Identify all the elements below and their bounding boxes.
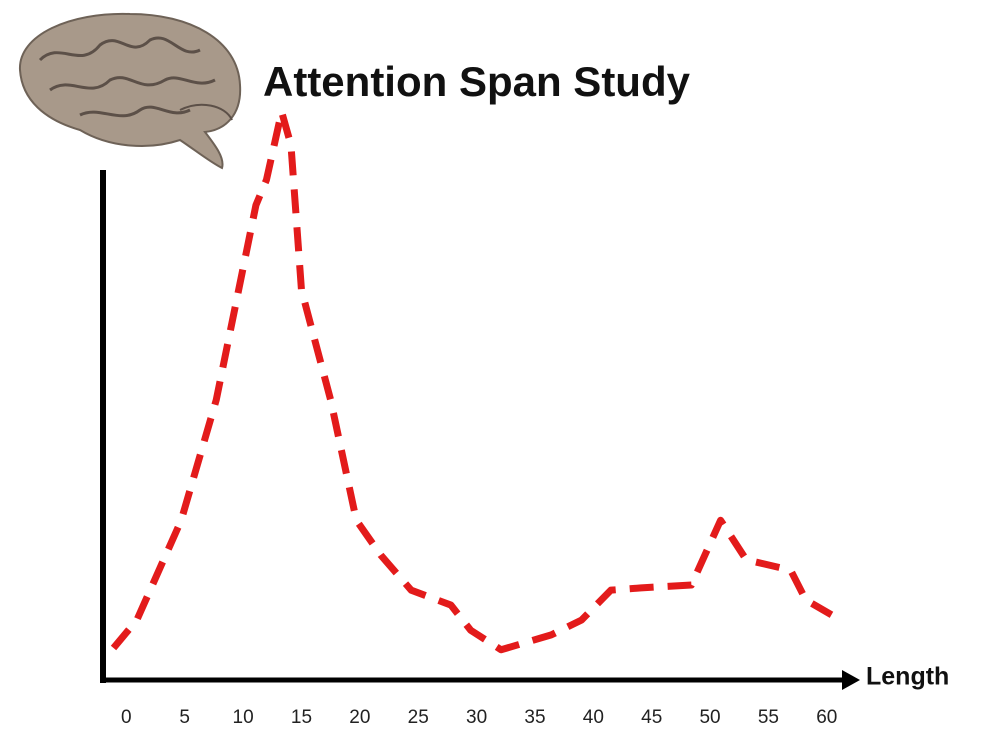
x-axis-label: Length xyxy=(866,663,949,691)
chart: Attention Span Study Length 0 5 10 15 20 25 30… xyxy=(0,0,990,737)
x-tick-label: 15 xyxy=(291,707,312,728)
x-tick-label: 10 xyxy=(233,707,254,728)
x-tick-label: 20 xyxy=(349,707,370,728)
x-tick-label: 25 xyxy=(408,707,429,728)
chart-title: Attention Span Study xyxy=(263,58,691,105)
x-tick-label: 60 xyxy=(816,707,837,728)
x-tick-label: 30 xyxy=(466,707,487,728)
x-tick-label: 0 xyxy=(121,707,132,728)
x-tick-label: 55 xyxy=(758,707,779,728)
brain-icon xyxy=(20,14,240,168)
x-tick-label: 40 xyxy=(583,707,604,728)
x-tick-label: 5 xyxy=(179,707,190,728)
x-tick-label: 45 xyxy=(641,707,662,728)
x-axis-arrow xyxy=(842,670,860,690)
data-line xyxy=(114,112,832,650)
x-tick-label: 35 xyxy=(524,707,545,728)
x-tick-label: 50 xyxy=(699,707,720,728)
